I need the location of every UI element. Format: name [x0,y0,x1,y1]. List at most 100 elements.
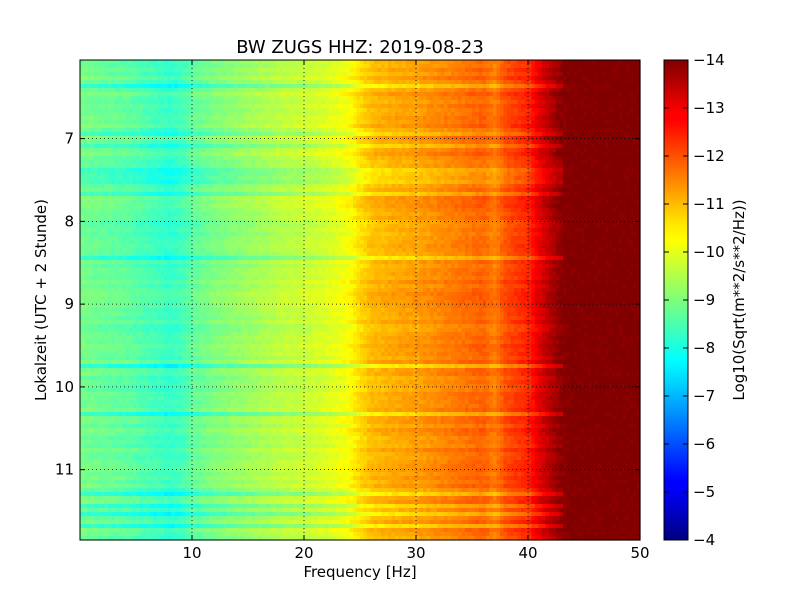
heatmap-cell [167,172,172,177]
heatmap-cell [615,72,620,77]
heatmap-cell [528,96,533,101]
heatmap-cell [479,128,484,133]
heatmap-cell [265,100,270,105]
heatmap-cell [615,96,620,101]
heatmap-cell [388,176,393,181]
heatmap-cell [202,96,207,101]
heatmap-cell [416,96,421,101]
heatmap-cell [234,112,239,117]
heatmap-cell [122,112,127,117]
heatmap-cell [587,112,592,117]
heatmap-cell [503,72,508,77]
heatmap-cell [132,124,137,129]
heatmap-cell [493,140,498,145]
heatmap-cell [321,104,326,109]
heatmap-cell [465,140,470,145]
heatmap-cell [433,68,438,73]
heatmap-cell [160,68,165,73]
heatmap-cell [139,108,144,113]
heatmap-cell [482,120,487,125]
heatmap-cell [437,124,442,129]
heatmap-cell [188,120,193,125]
heatmap-cell [566,60,571,65]
heatmap-cell [363,68,368,73]
heatmap-cell [510,100,515,105]
heatmap-cell [314,160,319,165]
chart-title: BW ZUGS HHZ: 2019-08-23 [236,37,484,58]
heatmap-cell [192,120,197,125]
heatmap-cell [605,148,610,153]
heatmap-cell [139,120,144,125]
heatmap-cell [412,160,417,165]
heatmap-cell [125,132,130,137]
heatmap-cell [493,180,498,185]
heatmap-cell [503,176,508,181]
heatmap-cell [591,156,596,161]
heatmap-cell [440,96,445,101]
heatmap-cell [402,104,407,109]
heatmap-cell [255,60,260,65]
heatmap-cell [612,96,617,101]
heatmap-cell [570,180,575,185]
heatmap-cell [111,128,116,133]
heatmap-cell [538,96,543,101]
heatmap-cell [286,100,291,105]
heatmap-cell [293,128,298,133]
heatmap-cell [335,92,340,97]
heatmap-cell [409,156,414,161]
heatmap-cell [80,76,85,81]
heatmap-cell [461,84,466,89]
heatmap-cell [241,160,246,165]
heatmap-cell [503,96,508,101]
heatmap-cell [160,168,165,173]
heatmap-cell [276,104,281,109]
heatmap-cell [269,172,274,177]
heatmap-cell [325,104,330,109]
heatmap-cell [311,148,316,153]
heatmap-cell [510,76,515,81]
heatmap-cell [472,156,477,161]
heatmap-cell [608,156,613,161]
heatmap-cell [377,108,382,113]
heatmap-cell [419,132,424,137]
heatmap-cell [363,96,368,101]
heatmap-cell [367,156,372,161]
heatmap-cell [174,132,179,137]
heatmap-cell [101,100,106,105]
heatmap-cell [132,148,137,153]
heatmap-cell [356,168,361,173]
heatmap-cell [479,136,484,141]
heatmap-cell [339,144,344,149]
heatmap-cell [377,172,382,177]
heatmap-cell [132,156,137,161]
heatmap-cell [300,180,305,185]
heatmap-cell [178,108,183,113]
heatmap-cell [584,172,589,177]
heatmap-cell [563,88,568,93]
heatmap-cell [178,164,183,169]
heatmap-cell [241,64,246,69]
heatmap-cell [353,96,358,101]
heatmap-cell [419,88,424,93]
heatmap-cell [328,84,333,89]
heatmap-cell [587,160,592,165]
heatmap-cell [164,168,169,173]
heatmap-cell [356,64,361,69]
heatmap-cell [517,60,522,65]
heatmap-cell [258,84,263,89]
heatmap-cell [188,100,193,105]
heatmap-cell [304,172,309,177]
heatmap-cell [132,84,137,89]
heatmap-cell [160,76,165,81]
heatmap-cell [356,84,361,89]
heatmap-cell [146,112,151,117]
heatmap-cell [136,140,141,145]
heatmap-cell [307,128,312,133]
heatmap-cell [486,100,491,105]
heatmap-cell [353,176,358,181]
heatmap-cell [454,120,459,125]
heatmap-cell [213,164,218,169]
heatmap-cell [559,76,564,81]
heatmap-cell [538,148,543,153]
heatmap-cell [241,176,246,181]
